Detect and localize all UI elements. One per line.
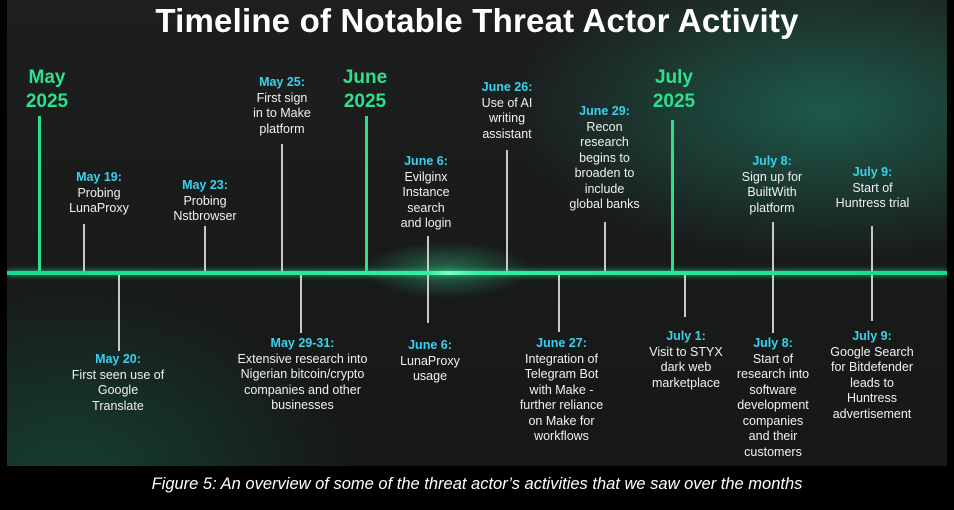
event-date: June 29: bbox=[579, 104, 630, 118]
event-tick bbox=[772, 222, 774, 271]
event-text: Extensive research into Nigerian bitcoin… bbox=[237, 351, 368, 413]
event-above-june6: June 6: Evilginx Instance search and log… bbox=[371, 154, 481, 232]
event-tick bbox=[871, 275, 873, 321]
event-tick bbox=[427, 236, 429, 271]
event-date: May 20: bbox=[95, 352, 141, 366]
event-text: Probing LunaProxy bbox=[69, 185, 129, 216]
month-label-may: May 2025 bbox=[17, 66, 77, 114]
month-tick-june bbox=[365, 116, 368, 271]
event-tick bbox=[427, 275, 429, 323]
event-date: July 9: bbox=[852, 165, 893, 179]
event-date: July 8: bbox=[752, 154, 792, 168]
event-date: May 29-31: bbox=[270, 336, 335, 350]
event-below-july9: July 9: Google Search for Bitdefender le… bbox=[812, 329, 932, 422]
event-above-july9: July 9: Start of Huntress trial bbox=[815, 165, 930, 212]
event-date: June 26: bbox=[481, 80, 533, 94]
event-above-july8: July 8: Sign up for BuiltWith platform bbox=[717, 154, 827, 216]
event-text: Sign up for BuiltWith platform bbox=[741, 169, 803, 215]
event-text: Start of Huntress trial bbox=[835, 180, 910, 211]
event-below-june27: June 27: Integration of Telegram Bot wit… bbox=[494, 336, 629, 445]
timeline-panel: Timeline of Notable Threat Actor Activit… bbox=[7, 0, 947, 466]
event-text: Integration of Telegram Bot with Make - … bbox=[519, 351, 604, 444]
event-below-july8: July 8: Start of research into software … bbox=[718, 336, 828, 460]
event-tick bbox=[281, 144, 283, 271]
event-date: June 6: bbox=[408, 338, 452, 352]
event-tick bbox=[871, 226, 873, 271]
page-title: Timeline of Notable Threat Actor Activit… bbox=[155, 2, 799, 39]
event-text: Use of AI writing assistant bbox=[481, 95, 533, 141]
event-text: Probing Nstbrowser bbox=[173, 193, 237, 224]
month-tick-may bbox=[38, 116, 41, 271]
timeline-axis bbox=[7, 271, 947, 275]
event-text: First seen use of Google Translate bbox=[71, 367, 165, 413]
month-name: July bbox=[654, 67, 694, 88]
event-text: First sign in to Make platform bbox=[253, 90, 311, 136]
event-above-june29: June 29: Recon research begins to broade… bbox=[547, 104, 662, 213]
event-text: Google Search for Bitdefender leads to H… bbox=[830, 344, 914, 421]
event-date: July 8: bbox=[753, 336, 793, 350]
month-year: 2025 bbox=[343, 91, 387, 112]
event-tick bbox=[684, 275, 686, 317]
event-tick bbox=[558, 275, 560, 332]
event-date: May 25: bbox=[259, 75, 305, 89]
event-text: Visit to STYX dark web marketplace bbox=[649, 344, 723, 390]
month-tick-july bbox=[671, 120, 674, 271]
event-tick bbox=[506, 150, 508, 271]
event-text: LunaProxy usage bbox=[400, 353, 460, 384]
event-text: Start of research into software developm… bbox=[736, 351, 810, 459]
event-date: May 19: bbox=[76, 170, 122, 184]
event-below-june6: June 6: LunaProxy usage bbox=[375, 338, 485, 385]
month-label-june: June 2025 bbox=[335, 66, 395, 114]
event-above-june26: June 26: Use of AI writing assistant bbox=[452, 80, 562, 142]
event-below-may20: May 20: First seen use of Google Transla… bbox=[53, 352, 183, 414]
event-tick bbox=[83, 224, 85, 271]
month-year: 2025 bbox=[25, 91, 69, 112]
event-below-july1: July 1: Visit to STYX dark web marketpla… bbox=[631, 329, 741, 391]
figure-caption: Figure 5: An overview of some of the thr… bbox=[151, 475, 803, 493]
month-year: 2025 bbox=[652, 91, 696, 112]
event-text: Recon research begins to broaden to incl… bbox=[569, 119, 640, 212]
event-tick bbox=[772, 275, 774, 333]
month-label-july: July 2025 bbox=[644, 66, 704, 114]
month-name: May bbox=[28, 67, 66, 88]
event-date: July 9: bbox=[852, 329, 892, 343]
event-below-may29-31: May 29-31: Extensive research into Niger… bbox=[220, 336, 385, 414]
event-date: July 1: bbox=[666, 329, 706, 343]
event-date: June 6: bbox=[404, 154, 448, 168]
event-above-may25: May 25: First sign in to Make platform bbox=[227, 75, 337, 137]
event-text: Evilginx Instance search and login bbox=[400, 169, 452, 231]
event-date: June 27: bbox=[536, 336, 587, 350]
event-tick bbox=[204, 226, 206, 271]
month-name: June bbox=[342, 67, 388, 88]
event-date: May 23: bbox=[182, 178, 228, 192]
event-tick bbox=[300, 275, 302, 333]
event-above-may19: May 19: Probing LunaProxy bbox=[44, 170, 154, 217]
event-tick bbox=[118, 275, 120, 351]
event-above-may23: May 23: Probing Nstbrowser bbox=[150, 178, 260, 225]
event-tick bbox=[604, 222, 606, 271]
